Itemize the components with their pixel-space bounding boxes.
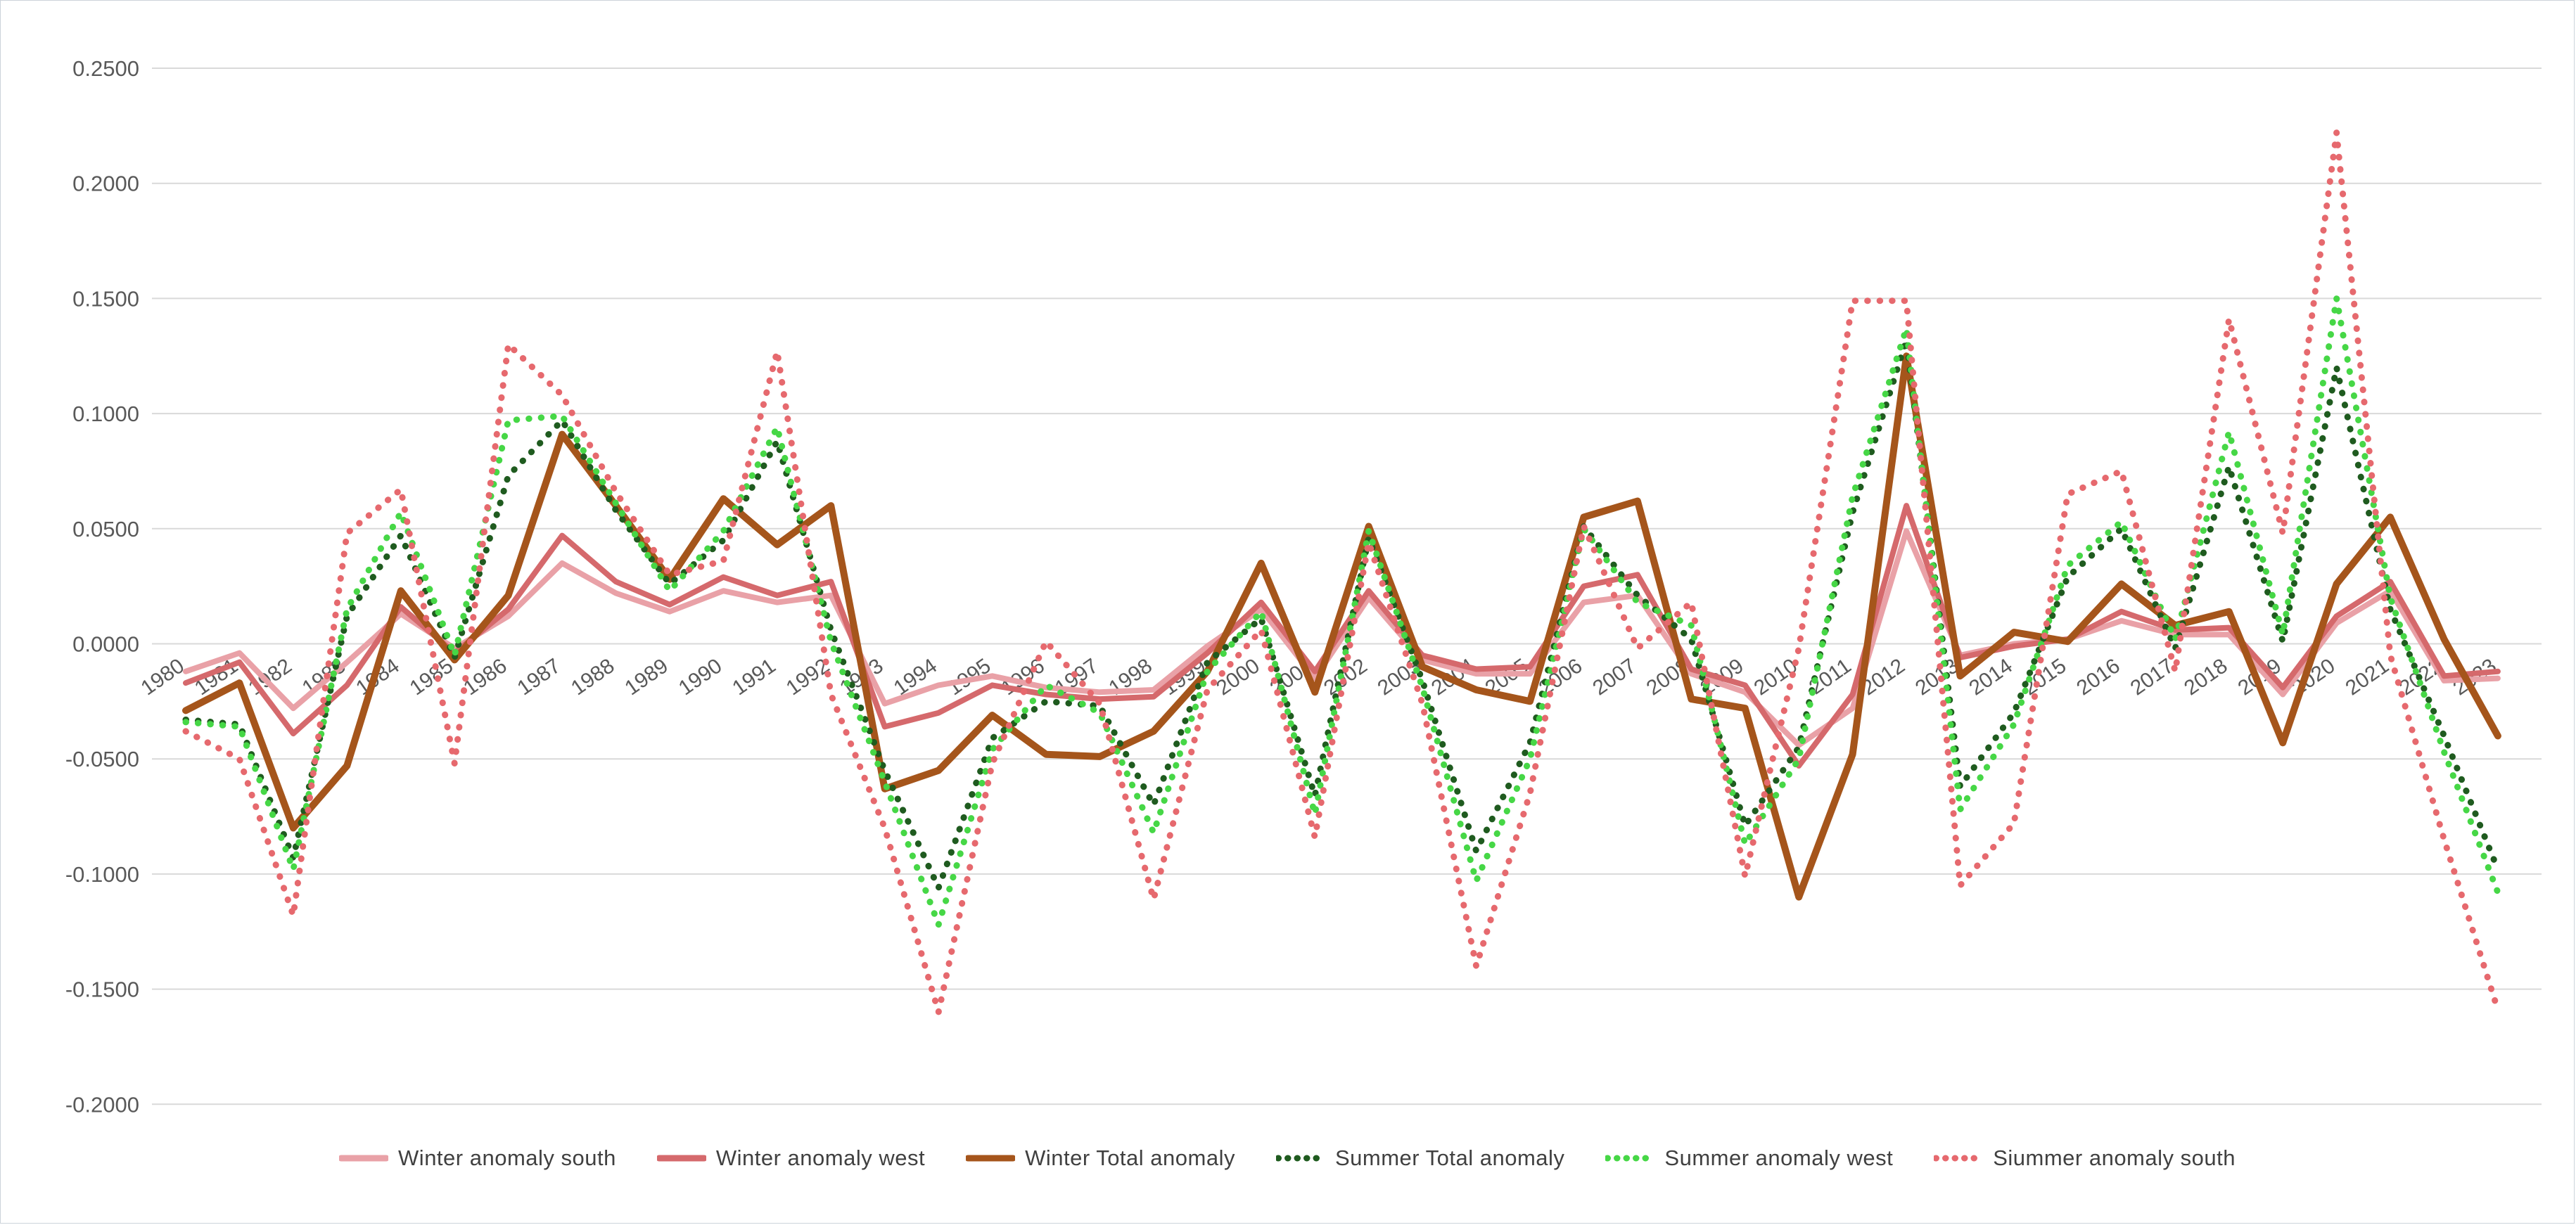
y-axis-tick-label: 0.0500 [72, 517, 139, 541]
series-line-winter-total-anomaly [182, 352, 2501, 901]
series-line-winter-anomaly-south [183, 528, 2501, 748]
legend-swatch-solid [966, 1155, 1016, 1162]
legend-swatch-dotted [1275, 1155, 1325, 1162]
y-axis-tick-label: -0.2000 [65, 1092, 139, 1117]
legend-item-summer-total-anomaly[interactable]: Summer Total anomaly [1275, 1146, 1565, 1171]
x-axis-year-label: 1990 [675, 654, 727, 700]
series-line-siummer-anomaly-south [182, 129, 2501, 1015]
series-line-winter-anomaly-west [183, 503, 2501, 769]
y-axis-tick-label: 0.2000 [72, 172, 139, 196]
y-axis-tick-label: -0.1500 [65, 977, 139, 1002]
y-axis-tick-label: 0.1500 [72, 286, 139, 311]
legend-item-siummer-anomaly-south[interactable]: Siummer anomaly south [1934, 1146, 2236, 1171]
legend-swatch-solid [339, 1155, 389, 1162]
x-axis-year-label: 2017 [2127, 654, 2179, 700]
x-axis-year-label: 1988 [567, 654, 619, 700]
chart-legend: Winter anomaly south Winter anomaly west W… [1, 1146, 2574, 1171]
x-axis-year-label: 1985 [406, 654, 458, 700]
x-axis-year-label: 2018 [2180, 654, 2232, 700]
legend-label: Winter anomaly west [715, 1146, 926, 1170]
series-line-summer-anomaly-west [182, 295, 2501, 928]
y-axis-tick-label: 0.0000 [72, 632, 139, 657]
x-axis-year-label: 2007 [1588, 654, 1640, 700]
y-axis-tick-label: -0.0500 [65, 747, 139, 771]
x-axis-year-label: 1989 [620, 654, 672, 700]
legend-item-winter-total-anomaly[interactable]: Winter Total anomaly [966, 1146, 1235, 1171]
x-axis-year-label: 1980 [136, 654, 189, 700]
x-axis-year-label: 2016 [2072, 654, 2124, 700]
x-axis-year-label: 2000 [1212, 654, 1264, 700]
legend-label: Summer anomaly west [1664, 1146, 1894, 1170]
x-axis-year-label: 2014 [1965, 654, 2017, 700]
legend-label: Siummer anomaly south [1993, 1146, 2236, 1170]
y-axis-tick-label: 0.2500 [72, 56, 139, 81]
legend-label: Summer Total anomaly [1334, 1146, 1565, 1170]
legend-swatch-dotted [1605, 1155, 1655, 1162]
y-axis-tick-label: -0.1000 [65, 862, 139, 887]
legend-item-winter-anomaly-south[interactable]: Winter anomaly south [339, 1146, 616, 1171]
legend-label: Winter anomaly south [398, 1146, 616, 1170]
legend-swatch-solid [656, 1155, 706, 1162]
x-axis-year-label: 1991 [728, 654, 780, 700]
x-axis-year-label: 2021 [2341, 654, 2393, 700]
x-axis-year-label: 1987 [513, 654, 565, 700]
legend-label: Winter Total anomaly [1025, 1146, 1235, 1170]
series-line-summer-total-anomaly [182, 336, 2501, 891]
legend-item-winter-anomaly-west[interactable]: Winter anomaly west [656, 1146, 926, 1171]
legend-item-summer-anomaly-west[interactable]: Summer anomaly west [1605, 1146, 1893, 1171]
y-axis-tick-label: 0.1000 [72, 402, 139, 426]
legend-swatch-dotted [1934, 1155, 1984, 1162]
